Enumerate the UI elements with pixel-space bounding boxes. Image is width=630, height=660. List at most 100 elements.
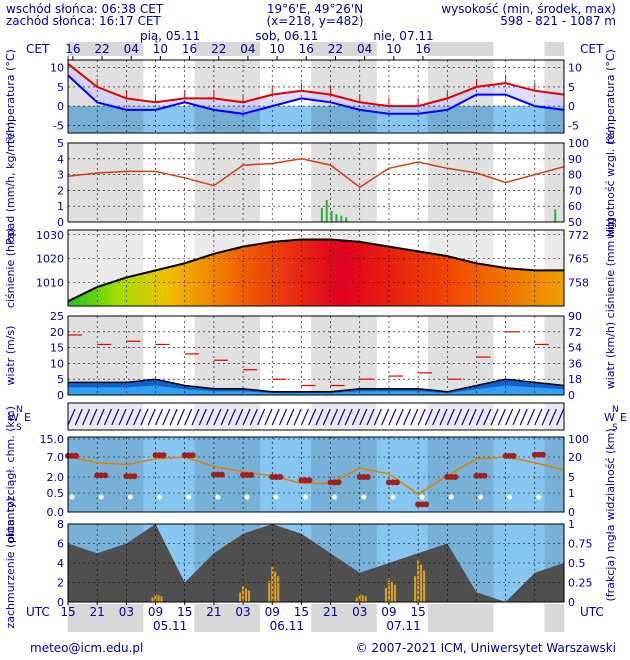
low-cloud-dot [98, 494, 104, 500]
wind-arrow [454, 408, 463, 426]
bottom-hour-label: 09 [381, 605, 396, 619]
night-shade [68, 143, 144, 222]
tick-label-left: 10 [50, 62, 64, 75]
tick-label-right: 772 [568, 229, 589, 242]
pressure-label-right: ciśnienie (mm Hg) [604, 218, 617, 319]
wind-line [68, 378, 565, 393]
night-shade [311, 437, 377, 512]
temp-max-line [67, 63, 565, 108]
header-night-band [311, 42, 377, 56]
tick-label-right: 70 [568, 184, 582, 197]
wind-arrow [249, 408, 258, 426]
fog-bar [355, 597, 358, 602]
tick-label-left: 8 [57, 518, 64, 531]
tick-label-right: 80 [568, 169, 582, 182]
wind-arrow [322, 408, 331, 426]
tick-label-left: -5 [53, 119, 64, 132]
humidity-label-right: wilgotność wzgl. (%) [604, 126, 617, 239]
night-shade [194, 60, 261, 133]
low-cloud-dot [244, 494, 250, 500]
cloud-base-dot [481, 472, 488, 479]
dir-e-right: E [620, 411, 627, 424]
wind-arrow [82, 408, 91, 426]
tick-label-left: 4 [57, 557, 64, 570]
fog-bar [157, 595, 160, 602]
cloud-cover-label-left: zachmurzenie (oktanty) [4, 497, 17, 628]
wind-arrow [388, 408, 397, 426]
top-timezone-right: CET [580, 42, 604, 56]
wind-arrow [184, 408, 193, 426]
tick-label-left: 5 [57, 137, 64, 150]
tick-label-right: 0.75 [568, 538, 593, 551]
dir-s-left: S [16, 423, 22, 433]
temp-label-left: temperatura (°C) [4, 49, 17, 144]
panel-frame [67, 142, 565, 223]
header-night-band [68, 42, 144, 56]
wind-arrow [89, 408, 98, 426]
tick-label-right: 5 [568, 471, 575, 484]
footer-night-band [194, 604, 261, 632]
fog-label-right: (frakcja) mgła [604, 525, 617, 602]
wind-arrow [519, 408, 528, 426]
wind-arrow [264, 408, 273, 426]
cloud-base-dot [102, 472, 109, 479]
precip-label-left: opad (mm/h, kg/m²/h) [4, 122, 17, 243]
panel-frame [67, 229, 565, 307]
wind-arrow [548, 408, 557, 426]
email-link[interactable]: meteo@icm.edu.pl [30, 641, 144, 655]
wind-arrow [359, 408, 368, 426]
tick-label-right: 758 [568, 276, 589, 289]
top-hour-label: 04 [357, 42, 372, 56]
pressure-label-left: ciśnienie (hPa) [4, 228, 17, 308]
tick-label-right: 54 [568, 342, 582, 355]
tick-label-left: 6 [57, 538, 64, 551]
wind-arrow [395, 408, 404, 426]
wind-arrow [213, 408, 222, 426]
wind-arrow [257, 408, 266, 426]
bottom-hour-label: 15 [410, 605, 425, 619]
sunrise-text: wschód słońca: 06:38 CET [6, 2, 164, 16]
tick-label-left: 0 [57, 216, 64, 229]
tick-label-left: 0 [57, 389, 64, 402]
wind-arrow [373, 408, 382, 426]
tick-label-left: 3 [57, 169, 64, 182]
header-night-band [544, 42, 564, 56]
top-day-label: nie, 07.11 [373, 29, 433, 43]
wind-arrow [315, 408, 324, 426]
top-hour-label: 16 [415, 42, 430, 56]
footer-night-band [427, 604, 494, 632]
coords-text: 19°6'E, 49°26'N [266, 2, 364, 16]
wind-arrow [154, 408, 164, 426]
night-shade [311, 316, 377, 395]
low-cloud-dot [127, 494, 133, 500]
cloud-base-dot [510, 452, 517, 459]
low-cloud-dot [507, 494, 513, 500]
top-hour-label: 04 [240, 42, 255, 56]
cloud-extent-label-left: pion. rozciągł. chm. (km) [4, 406, 17, 543]
fog-bar [245, 588, 248, 602]
tick-label-right: 0 [568, 506, 575, 519]
top-timezone: CET [26, 42, 50, 56]
rain-bar [335, 214, 338, 222]
bottom-hour-label: 21 [206, 605, 221, 619]
night-shade [194, 403, 261, 430]
wind-arrow [118, 408, 127, 426]
fog-bar [390, 581, 393, 602]
low-cloud-dot [477, 494, 483, 500]
low-cloud-dot [361, 494, 367, 500]
wind-arrow [526, 408, 536, 426]
grid-text: (x=218, y=482) [266, 14, 364, 28]
tick-label-right: 90 [568, 153, 582, 166]
cloud-base-dot [277, 474, 284, 480]
fog-bar [364, 596, 367, 602]
visibility-label-right: widzialność (km) [604, 428, 617, 520]
tick-label-left: 0.5 [47, 487, 65, 500]
fog-bar [274, 571, 277, 602]
panel-frame [67, 402, 565, 431]
bottom-timezone-right: UTC [580, 605, 604, 619]
cloud-base-dot [73, 452, 79, 459]
panel-frame [67, 436, 565, 513]
cloud-base-dot [364, 474, 371, 480]
tick-label-left: 1010 [36, 276, 64, 289]
height-values: 598 - 821 - 1087 m [500, 14, 616, 28]
